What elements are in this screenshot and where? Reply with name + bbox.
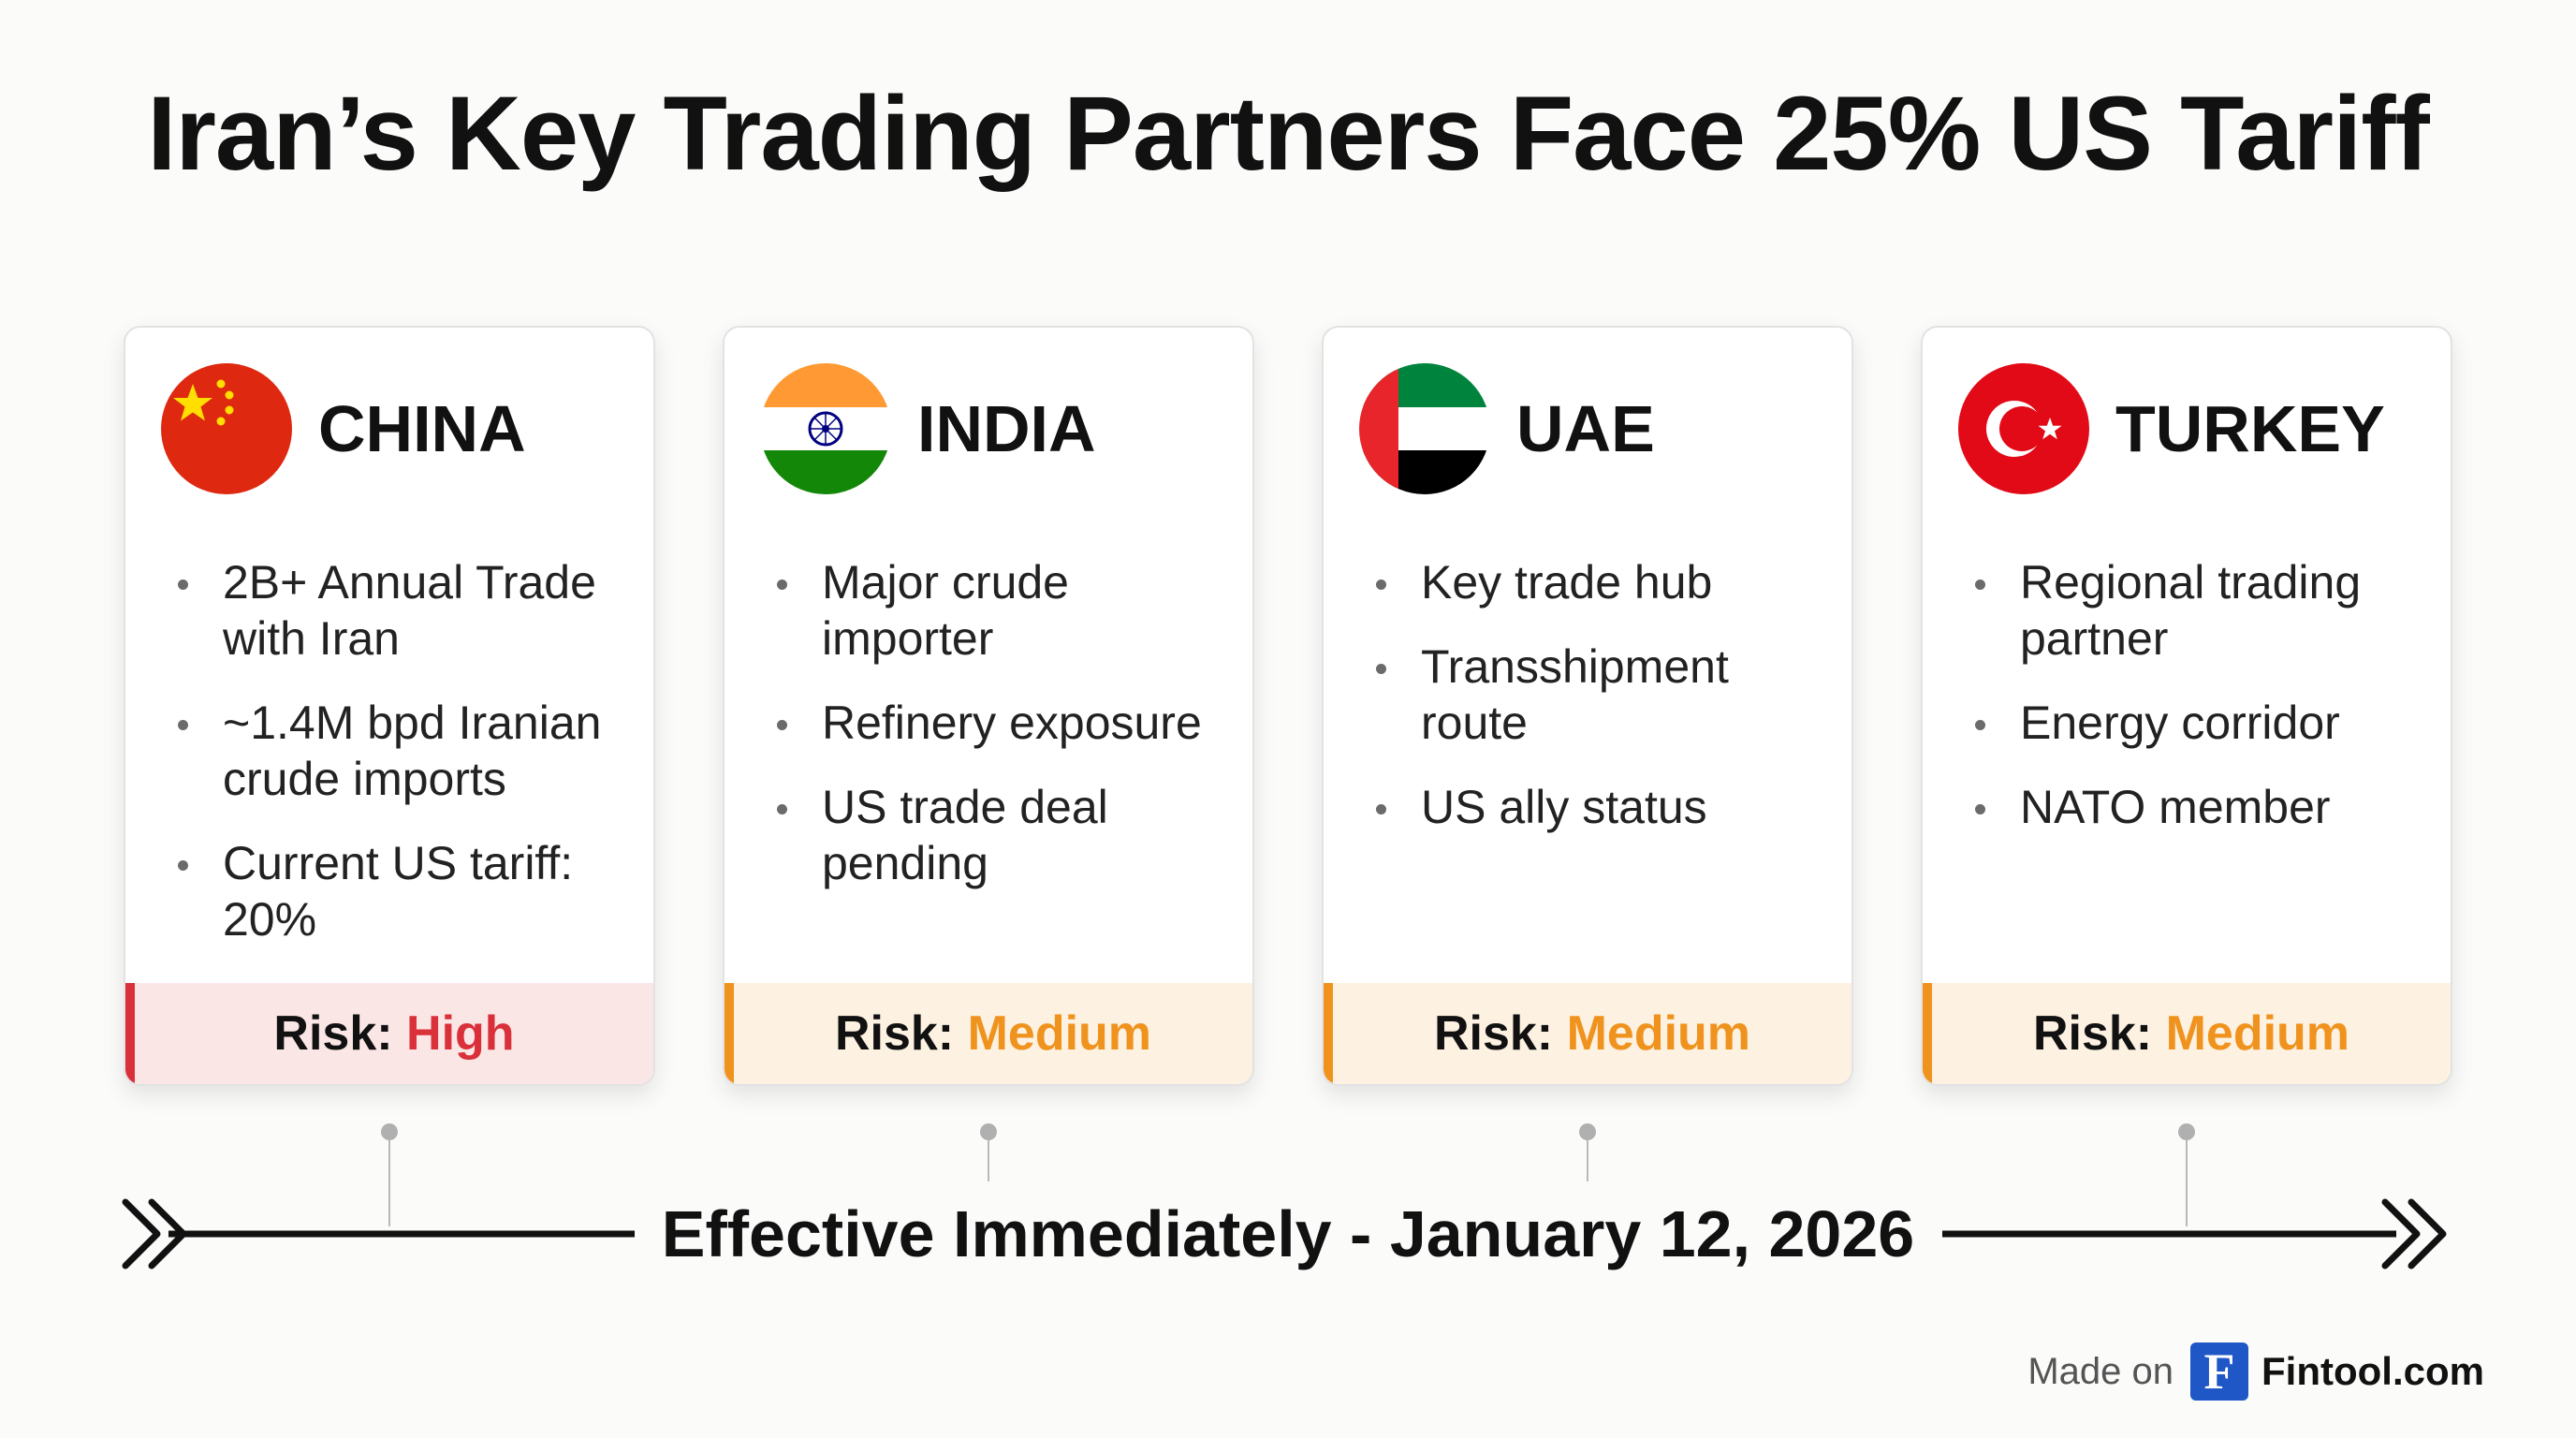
bullet-item: Key trade hub — [1372, 554, 1831, 610]
country-card-turkey: TURKEY Regional trading partner Energy c… — [1921, 326, 2452, 1086]
connector-dot — [1579, 1123, 1596, 1140]
country-name: CHINA — [318, 392, 526, 465]
turkey-flag-icon — [1958, 363, 2089, 494]
bullet-item: Refinery exposure — [773, 695, 1232, 751]
bullet-item: US ally status — [1372, 779, 1831, 835]
connector-line — [1587, 1140, 1588, 1181]
risk-value: Medium — [1566, 1006, 1751, 1061]
chevron-right-icon — [122, 1198, 161, 1269]
bullet-item: ~1.4M bpd Iranian crude imports — [174, 695, 633, 807]
made-on-text: Made on — [2027, 1350, 2174, 1392]
risk-badge: Risk: Medium — [1923, 983, 2451, 1084]
china-flag-icon — [161, 363, 292, 494]
risk-label: Risk: — [1433, 1006, 1554, 1061]
bullet-list: Regional trading partner Energy corridor… — [1971, 554, 2430, 863]
card-header: UAE — [1359, 363, 1655, 494]
bullet-item: 2B+ Annual Trade with Iran — [174, 554, 633, 667]
india-flag-icon — [760, 363, 891, 494]
timeline-arrow — [122, 1198, 2447, 1269]
connector-dot — [381, 1123, 398, 1140]
connector-dot — [2178, 1123, 2195, 1140]
footer-branding: Made on F Fintool.com — [2027, 1343, 2484, 1401]
chevron-right-icon — [2408, 1198, 2447, 1269]
card-header: CHINA — [161, 363, 526, 494]
bullet-item: Transshipment route — [1372, 638, 1831, 751]
risk-label: Risk: — [273, 1006, 393, 1061]
risk-label: Risk: — [834, 1006, 955, 1061]
country-card-china: CHINA 2B+ Annual Trade with Iran ~1.4M b… — [124, 326, 655, 1086]
country-card-uae: UAE Key trade hub Transshipment route US… — [1322, 326, 1853, 1086]
bullet-item: Regional trading partner — [1971, 554, 2430, 667]
connector-line — [988, 1140, 989, 1181]
bullet-item: Major crude importer — [773, 554, 1232, 667]
country-name: TURKEY — [2115, 392, 2385, 465]
country-name: INDIA — [917, 392, 1096, 465]
bullet-item: Current US tariff: 20% — [174, 835, 633, 947]
connector-dot — [980, 1123, 997, 1140]
bullet-list: Major crude importer Refinery exposure U… — [773, 554, 1232, 919]
chevron-right-icon — [148, 1198, 187, 1269]
timeline-label: Effective Immediately - January 12, 2026 — [646, 1196, 1930, 1271]
page-title: Iran’s Key Trading Partners Face 25% US … — [147, 75, 2430, 192]
connector-line — [2186, 1140, 2188, 1226]
risk-value: Medium — [2165, 1006, 2350, 1061]
bullet-list: 2B+ Annual Trade with Iran ~1.4M bpd Ira… — [174, 554, 633, 976]
bullet-list: Key trade hub Transshipment route US all… — [1372, 554, 1831, 863]
uae-flag-icon — [1359, 363, 1490, 494]
risk-badge: Risk: Medium — [724, 983, 1252, 1084]
country-name: UAE — [1516, 392, 1655, 465]
bullet-item: NATO member — [1971, 779, 2430, 835]
risk-value: Medium — [967, 1006, 1152, 1061]
card-header: TURKEY — [1958, 363, 2385, 494]
risk-value: High — [406, 1006, 515, 1061]
risk-badge: Risk: Medium — [1324, 983, 1852, 1084]
connector-line — [388, 1140, 390, 1226]
fintool-logo-icon: F — [2190, 1343, 2249, 1401]
card-header: INDIA — [760, 363, 1096, 494]
country-card-india: INDIA Major crude importer Refinery expo… — [723, 326, 1254, 1086]
risk-label: Risk: — [2032, 1006, 2153, 1061]
risk-badge: Risk: High — [125, 983, 653, 1084]
brand-name[interactable]: Fintool.com — [2261, 1349, 2484, 1393]
bullet-item: US trade deal pending — [773, 779, 1232, 891]
bullet-item: Energy corridor — [1971, 695, 2430, 751]
chevron-right-icon — [2381, 1198, 2421, 1269]
